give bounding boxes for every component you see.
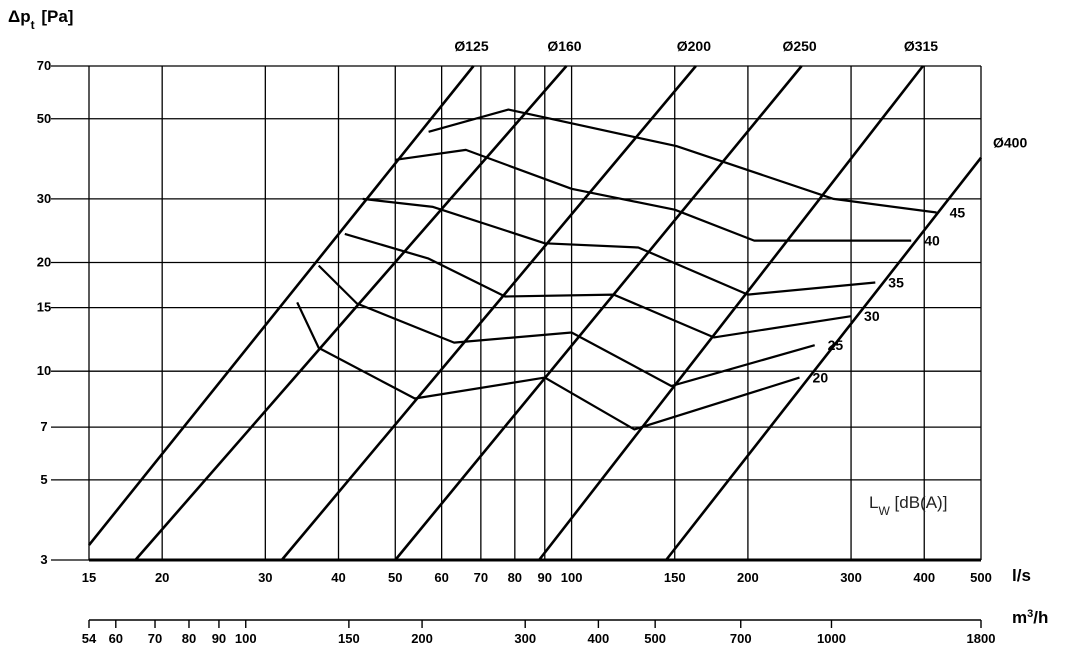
x2-tick-label: 300 [514,631,536,646]
x-tick-label: 60 [434,570,448,585]
y-tick-label: 7 [40,419,47,434]
x-tick-label: 50 [388,570,402,585]
x-tick-label: 150 [664,570,686,585]
duct-label: Ø315 [904,38,938,54]
x2-tick-label: 60 [109,631,123,646]
y-tick-label: 70 [37,58,51,73]
y-axis-title: Δpt [Pa] [8,7,73,32]
y-tick-label: 3 [40,552,47,567]
y-tick-label: 20 [37,254,51,269]
duct-label: Ø125 [454,38,488,54]
sound-curve-label: 25 [828,337,844,353]
y-tick-label: 15 [37,300,51,315]
sound-power-label: LW [dB(A)] [869,493,947,518]
duct-line-400 [665,156,983,561]
sound-curve-label: 40 [924,233,940,249]
sound-curve-label: 45 [950,205,966,221]
x2-tick-label: 1000 [817,631,846,646]
x2-tick-label: 70 [148,631,162,646]
x2-tick-label: 90 [212,631,226,646]
sound-curve-35 [362,197,876,296]
y-tick-label: 50 [37,111,51,126]
grid [51,65,982,561]
x2-tick-label: 500 [644,631,666,646]
sound-curve-label: 20 [813,370,829,386]
x2-tick-label: 100 [235,631,257,646]
sound-curve-label: 30 [864,308,880,324]
x2-tick-label: 700 [730,631,752,646]
x-tick-label: 500 [970,570,992,585]
x-tick-label: 15 [82,570,96,585]
axes [88,558,982,628]
duct-label: Ø250 [782,38,816,54]
x-tick-label: 400 [913,570,935,585]
y-tick-label: 30 [37,191,51,206]
sound-curve-20 [296,301,800,431]
x-tick-label: 20 [155,570,169,585]
x2-axis-unit: m3/h [1012,608,1048,627]
duct-label: Ø200 [677,38,711,54]
x2-tick-label: 150 [338,631,360,646]
sound-curve-25 [317,264,816,388]
x2-tick-label: 54 [82,631,97,646]
x-tick-label: 40 [331,570,345,585]
x2-tick-label: 200 [411,631,433,646]
duct-line-160 [134,65,568,561]
x-axis-unit: l/s [1012,566,1031,585]
x-tick-label: 200 [737,570,759,585]
x-tick-label: 80 [508,570,522,585]
x2-tick-label: 1800 [967,631,996,646]
duct-line-250 [394,65,803,561]
duct-label: Ø400 [993,135,1027,151]
duct-label: Ø160 [547,38,581,54]
sound-curve-45 [428,108,937,214]
sound-level-curves [296,108,937,431]
x2-tick-label: 400 [588,631,610,646]
duct-line-315 [538,65,924,561]
duct-diameter-lines [87,65,983,561]
y-tick-label: 10 [37,363,51,378]
labels: Δpt [Pa] l/s m3/h LW [dB(A)] 15 20 30 40 50 6… [8,7,1048,646]
sound-curve-30 [344,232,852,339]
x-tick-label: 100 [561,570,583,585]
duct-line-200 [280,65,697,561]
sound-curve-40 [395,148,912,242]
x-tick-label: 90 [538,570,552,585]
x-tick-label: 30 [258,570,272,585]
duct-line-125 [87,65,475,546]
sound-curve-label: 35 [888,275,904,291]
x2-tick-label: 80 [182,631,196,646]
x-tick-label: 70 [474,570,488,585]
y-tick-label: 5 [40,472,47,487]
x-tick-label: 300 [840,570,862,585]
